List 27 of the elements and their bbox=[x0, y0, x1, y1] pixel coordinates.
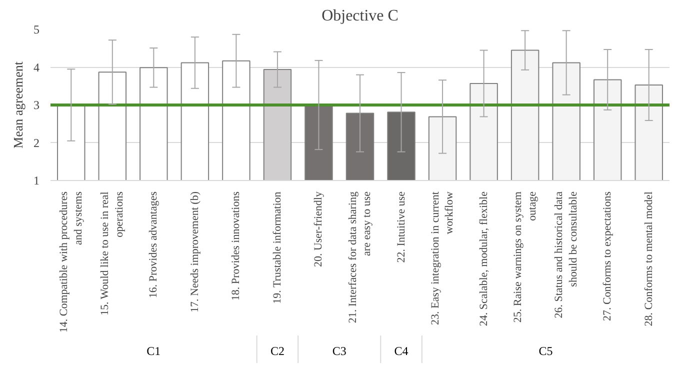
text: C3 bbox=[332, 344, 346, 358]
y-tick-label: 1 bbox=[34, 174, 40, 188]
y-axis-title: Mean agreement bbox=[10, 61, 26, 148]
x-tick-label: 20. User-friendly bbox=[312, 191, 325, 268]
x-tick-label: 27. Conforms to expectations bbox=[602, 191, 614, 322]
x-tick-label: 24. Scalable, modular, flexible bbox=[478, 191, 490, 326]
x-tick-label: 15. Would like to use in real operations bbox=[99, 191, 126, 316]
chart-title: Objective C bbox=[322, 8, 398, 24]
text: C4 bbox=[394, 344, 408, 358]
x-tick-label: 14. Compatible with procedures and systems bbox=[58, 191, 84, 333]
x-tick-label: 19. Trustable information bbox=[271, 191, 284, 304]
y-tick-label: 3 bbox=[34, 98, 40, 112]
text: C1 bbox=[146, 344, 161, 358]
x-tick-label: 16. Provides advantages bbox=[148, 191, 160, 298]
y-tick-label: 4 bbox=[34, 60, 40, 74]
text: C2 bbox=[270, 344, 284, 358]
x-tick-label: 17. Needs improvement (b) bbox=[188, 191, 201, 312]
x-tick-label: 28. Conforms to mental model bbox=[642, 192, 655, 326]
y-tick-label: 2 bbox=[34, 136, 40, 150]
text: C5 bbox=[538, 344, 553, 358]
x-tick-label: 23. Easy integration in current workflow bbox=[429, 191, 456, 325]
x-tick-label: 25. Raise warnings on system outage bbox=[512, 191, 538, 323]
y-tick-label: 5 bbox=[34, 22, 40, 36]
x-tick-label: 26. Status and historical data should be consultable bbox=[553, 191, 580, 318]
x-tick-label: 18. Provides innovations bbox=[230, 191, 242, 301]
x-tick-label: 22. Intuitive use bbox=[395, 191, 408, 263]
x-tick-label: 21. Interfaces for data sharing are easy to use bbox=[346, 191, 374, 324]
